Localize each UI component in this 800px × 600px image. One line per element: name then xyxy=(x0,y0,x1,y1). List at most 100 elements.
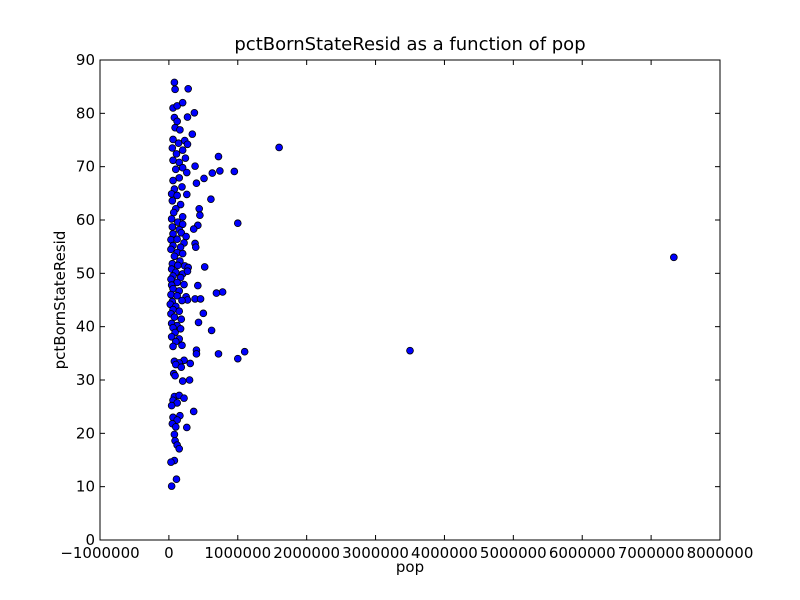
data-point-106 xyxy=(170,313,179,321)
data-point-18 xyxy=(168,144,177,152)
data-point-141 xyxy=(167,401,176,410)
y-tick-label: 60 xyxy=(76,211,95,229)
data-point-157 xyxy=(670,253,678,262)
data-point-32 xyxy=(200,174,208,183)
tick-labels-layer: −1000000 0 1000000 2000000 3000000 4000000 500… xyxy=(60,51,753,562)
data-point-22 xyxy=(169,156,177,165)
data-point-92 xyxy=(167,290,175,299)
data-point-156 xyxy=(167,482,176,490)
y-tick-label: 70 xyxy=(76,158,95,176)
data-point-47 xyxy=(178,213,187,221)
x-tick-label: −1000000 xyxy=(60,544,139,562)
x-tick-label: 8000000 xyxy=(687,544,754,562)
data-point-48 xyxy=(196,211,204,220)
x-axis-label: pop xyxy=(395,558,425,576)
data-point-115 xyxy=(167,332,176,341)
data-point-49 xyxy=(167,215,176,223)
data-point-66 xyxy=(191,243,200,252)
data-point-8 xyxy=(173,117,181,126)
y-tick-label: 20 xyxy=(76,424,95,442)
data-point-13 xyxy=(169,135,177,144)
y-tick-label: 80 xyxy=(76,104,95,122)
data-point-11 xyxy=(176,126,184,134)
data-point-155 xyxy=(172,475,181,484)
data-point-31 xyxy=(183,168,191,177)
x-tick-label: 3000000 xyxy=(342,544,409,562)
ticks-layer xyxy=(99,59,721,541)
data-point-12 xyxy=(188,130,197,138)
data-point-105 xyxy=(199,309,208,318)
data-point-109 xyxy=(194,318,203,327)
data-point-46 xyxy=(169,208,178,217)
data-point-45 xyxy=(195,205,204,213)
data-point-90 xyxy=(218,288,227,296)
y-tick-label: 30 xyxy=(76,371,95,389)
data-point-69 xyxy=(178,249,187,258)
data-point-37 xyxy=(178,183,186,191)
data-point-42 xyxy=(168,197,177,205)
data-point-33 xyxy=(169,176,177,185)
data-point-6 xyxy=(190,109,199,117)
y-axis-label: pctBornStateResid xyxy=(51,230,69,370)
data-point-39 xyxy=(173,191,181,200)
data-point-67 xyxy=(167,245,175,254)
data-point-107 xyxy=(177,315,186,324)
data-point-124 xyxy=(192,350,201,358)
data-point-54 xyxy=(168,223,177,231)
data-point-61 xyxy=(173,235,181,244)
chart-title: pctBornStateResid as a function of pop xyxy=(234,34,586,55)
data-point-138 xyxy=(180,394,188,402)
data-point-134 xyxy=(185,376,194,384)
data-point-51 xyxy=(178,220,187,229)
data-point-112 xyxy=(176,324,185,333)
data-point-2 xyxy=(184,85,192,93)
data-point-24 xyxy=(181,154,190,162)
data-point-97 xyxy=(196,295,205,303)
data-point-135 xyxy=(178,377,187,385)
data-point-5 xyxy=(178,98,187,107)
data-point-143 xyxy=(189,407,198,416)
data-point-122 xyxy=(406,346,414,355)
data-point-119 xyxy=(178,341,186,350)
data-point-23 xyxy=(175,158,184,167)
x-tick-label: 2000000 xyxy=(273,544,340,562)
data-point-34 xyxy=(175,174,184,182)
data-point-41 xyxy=(207,195,215,204)
data-point-103 xyxy=(175,307,184,316)
data-point-123 xyxy=(214,350,223,358)
x-tick-label: 1000000 xyxy=(204,544,271,562)
data-point-113 xyxy=(207,326,216,335)
x-tick-label: 7000000 xyxy=(618,544,685,562)
x-tick-label: 0 xyxy=(164,544,174,562)
data-point-75 xyxy=(200,263,209,271)
data-point-131 xyxy=(177,363,186,372)
y-tick-label: 10 xyxy=(76,478,95,496)
data-point-87 xyxy=(194,281,202,290)
data-point-35 xyxy=(192,179,201,188)
y-tick-label: 0 xyxy=(85,531,95,549)
data-point-152 xyxy=(175,444,184,453)
data-point-28 xyxy=(208,169,217,177)
y-tick-label: 90 xyxy=(76,51,95,69)
x-tick-label: 5000000 xyxy=(480,544,547,562)
points-layer xyxy=(166,78,678,490)
y-tick-label: 40 xyxy=(76,318,95,336)
plot-frame xyxy=(99,59,721,541)
data-point-14 xyxy=(174,139,183,148)
data-point-16 xyxy=(183,140,192,149)
data-point-21 xyxy=(214,152,223,161)
data-point-27 xyxy=(230,167,239,176)
data-point-121 xyxy=(240,347,249,356)
data-point-148 xyxy=(183,423,191,432)
data-point-30 xyxy=(178,163,187,172)
data-point-29 xyxy=(171,165,180,174)
data-point-93 xyxy=(173,291,181,300)
data-point-19 xyxy=(172,150,181,158)
data-point-43 xyxy=(176,200,185,209)
data-point-129 xyxy=(186,359,195,368)
data-point-154 xyxy=(167,458,175,466)
data-point-26 xyxy=(216,167,224,175)
data-point-125 xyxy=(233,354,242,363)
data-point-80 xyxy=(183,267,192,276)
